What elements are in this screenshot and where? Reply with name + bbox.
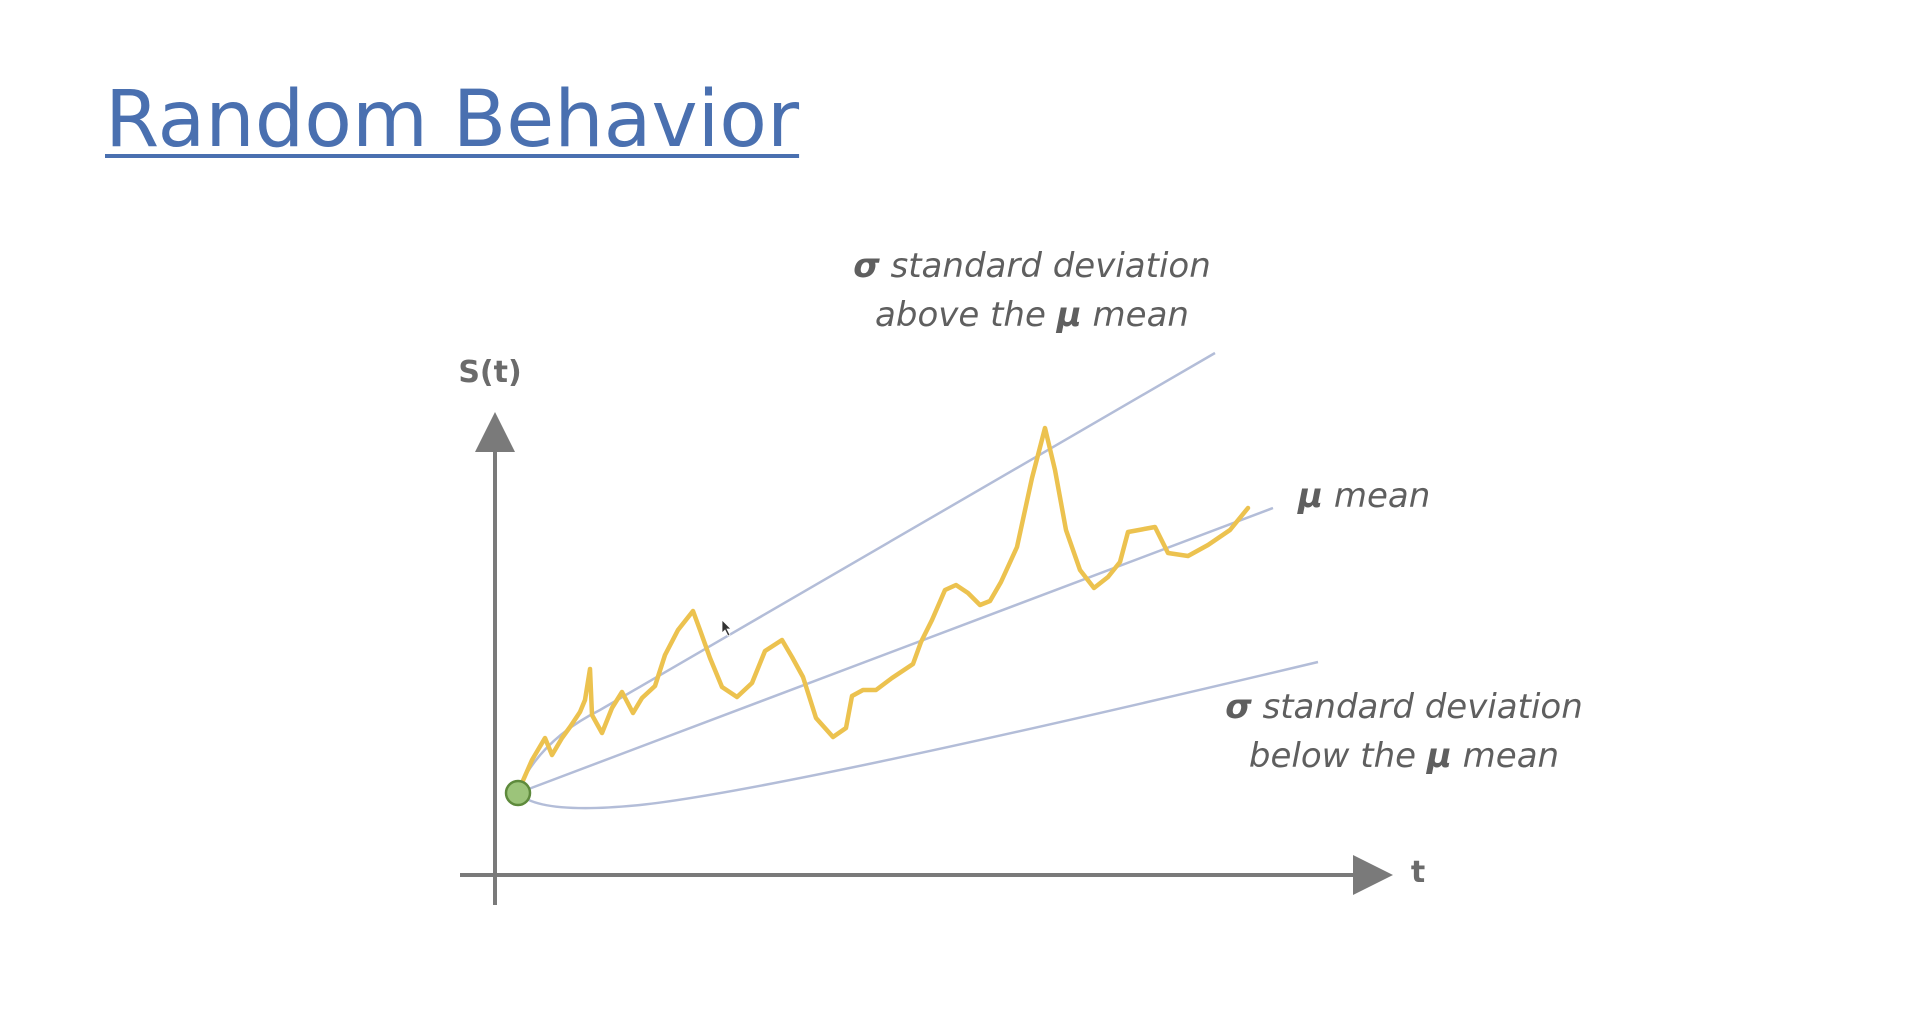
lower-label-prefix: below the xyxy=(1249,736,1427,776)
start-point xyxy=(504,779,532,807)
lower-sigma-symbol: σ xyxy=(1225,687,1252,727)
upper-label-text: standard deviation xyxy=(880,246,1211,286)
lower-sigma-label-line2: below the μ mean xyxy=(1249,736,1559,776)
x-axis-label: t xyxy=(1411,855,1425,890)
mean-label: μ mean xyxy=(1297,476,1430,516)
mu-symbol: μ xyxy=(1056,295,1082,335)
mean-line xyxy=(517,506,1274,795)
lower-sigma-line xyxy=(517,660,1319,810)
lower-label-text: standard deviation xyxy=(1252,687,1583,727)
upper-sigma-label-line1: σ standard deviation xyxy=(853,246,1211,286)
slide-title: Random Behavior xyxy=(105,75,800,165)
upper-label-suffix: mean xyxy=(1082,295,1189,335)
mouse-cursor-icon xyxy=(721,619,732,637)
y-axis-label: S(t) xyxy=(458,355,521,390)
mean-mu-symbol: μ xyxy=(1297,476,1323,516)
mean-label-text: mean xyxy=(1323,476,1430,516)
lower-mu-symbol: μ xyxy=(1426,736,1452,776)
upper-sigma-label-line2: above the μ mean xyxy=(875,295,1189,335)
sigma-symbol: σ xyxy=(853,246,880,286)
lower-sigma-label-line1: σ standard deviation xyxy=(1225,687,1583,727)
random-path xyxy=(515,425,1251,795)
upper-label-prefix: above the xyxy=(875,295,1057,335)
lower-label-suffix: mean xyxy=(1452,736,1559,776)
